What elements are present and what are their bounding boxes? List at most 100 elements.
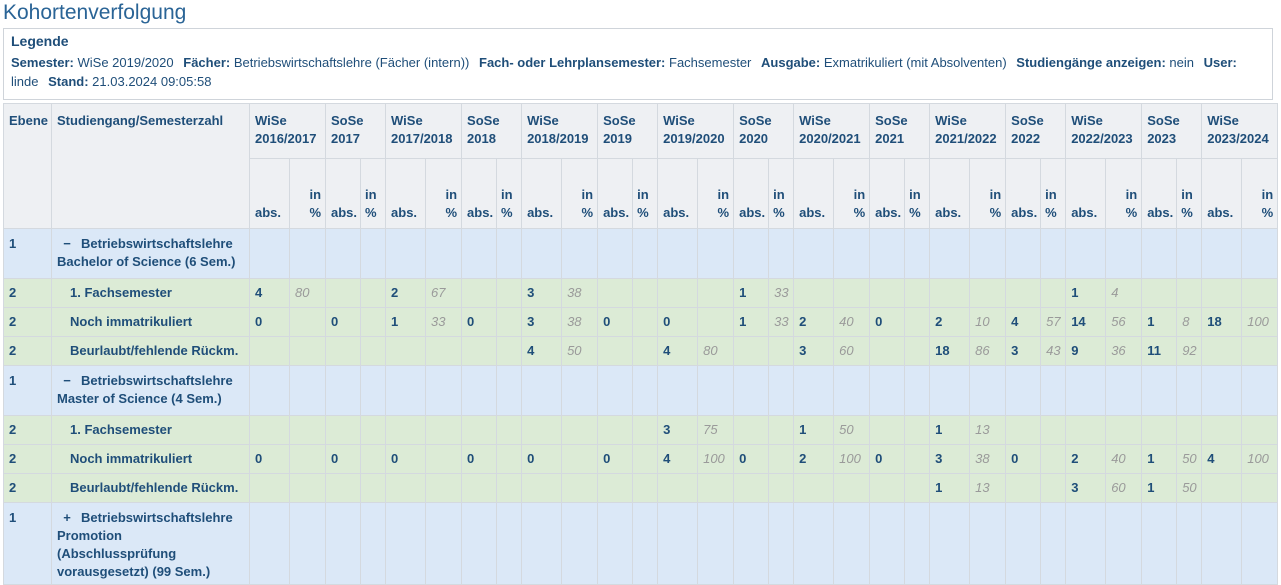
legend-item: Fach- oder Lehrplansemester: Fachsemeste… xyxy=(479,55,751,70)
abs-cell xyxy=(597,336,634,366)
abs-cell xyxy=(249,365,290,416)
row-label: + Betriebswirtschaftslehre Promotion (Abs… xyxy=(51,502,250,585)
abs-cell xyxy=(521,473,563,503)
toggle[interactable]: − xyxy=(63,373,71,388)
label-text: 1. Fachsemester xyxy=(70,422,172,437)
subheader: in % xyxy=(904,158,931,229)
abs-cell: 0 xyxy=(325,444,362,474)
percent-cell xyxy=(561,228,599,279)
percent-cell xyxy=(904,365,931,416)
abs-cell: 0 xyxy=(249,444,290,474)
header-row: Ebene Studiengang/Semesterzahl WiSe 2016/2… xyxy=(3,103,1279,229)
abs-cell xyxy=(1201,502,1243,585)
percent-cell xyxy=(969,502,1007,585)
abs-cell: 0 xyxy=(521,444,563,474)
detail-row: 2 Beurlaubt/fehlende Rückm. 4 50 4 80 3 60 18 86 3… xyxy=(3,336,1279,366)
abs-cell xyxy=(597,502,634,585)
percent-cell: 100 xyxy=(1241,444,1279,474)
percent-cell xyxy=(360,415,387,445)
row-label: 1. Fachsemester xyxy=(51,278,250,308)
abs-cell: 4 xyxy=(657,444,699,474)
toggle[interactable]: + xyxy=(63,510,71,525)
percent-cell xyxy=(1040,228,1067,279)
percent-cell xyxy=(496,307,523,337)
semester-header: SoSe 2020 xyxy=(733,103,795,159)
percent-cell: 50 xyxy=(833,415,871,445)
abs-cell: 1 xyxy=(1141,473,1178,503)
legend-value: 21.03.2024 09:05:58 xyxy=(92,74,212,89)
subheader: abs. xyxy=(325,158,362,229)
percent-cell: 80 xyxy=(697,336,735,366)
percent-cell xyxy=(288,415,327,445)
abs-cell: 4 xyxy=(1005,307,1042,337)
legend: Legende Semester: WiSe 2019/2020 Fächer:… xyxy=(3,28,1273,100)
abs-cell: 3 xyxy=(657,415,699,445)
abs-cell xyxy=(461,415,498,445)
abs-cell: 1 xyxy=(929,473,971,503)
abs-cell: 2 xyxy=(929,307,971,337)
legend-label: Ausgabe: xyxy=(761,55,821,70)
percent-cell xyxy=(697,228,735,279)
abs-cell xyxy=(1201,228,1243,279)
abs-cell xyxy=(869,228,906,279)
percent-cell xyxy=(632,502,659,585)
abs-cell: 1 xyxy=(1141,444,1178,474)
subheader: abs. xyxy=(869,158,906,229)
level: 2 xyxy=(3,415,52,445)
percent-cell xyxy=(768,228,795,279)
percent-cell xyxy=(1105,502,1143,585)
toggle[interactable]: − xyxy=(63,236,71,251)
abs-cell xyxy=(733,228,770,279)
abs-cell xyxy=(1065,502,1107,585)
legend-label: Fach- oder Lehrplansemester: xyxy=(479,55,666,70)
subheader: in % xyxy=(561,158,599,229)
percent-cell: 33 xyxy=(425,307,463,337)
abs-cell xyxy=(929,228,971,279)
abs-cell xyxy=(1201,473,1243,503)
label-text: Beurlaubt/fehlende Rückm. xyxy=(70,480,239,495)
abs-cell xyxy=(1065,415,1107,445)
percent-cell: 40 xyxy=(1105,444,1143,474)
legend-item: User: linde xyxy=(11,55,1237,89)
legend-item: Stand: 21.03.2024 09:05:58 xyxy=(48,74,211,89)
subheader: abs. xyxy=(1065,158,1107,229)
legend-label: Studiengänge anzeigen: xyxy=(1016,55,1166,70)
percent-cell xyxy=(360,473,387,503)
percent-cell xyxy=(288,336,327,366)
percent-cell xyxy=(1040,415,1067,445)
legend-value: Fachsemester xyxy=(669,55,752,70)
abs-cell xyxy=(521,365,563,416)
abs-cell xyxy=(1141,415,1178,445)
percent-cell xyxy=(360,307,387,337)
abs-cell: 1 xyxy=(1065,278,1107,308)
subheader: abs. xyxy=(1005,158,1042,229)
level: 2 xyxy=(3,473,52,503)
abs-cell xyxy=(733,502,770,585)
percent-cell xyxy=(496,228,523,279)
subheader: in % xyxy=(288,158,327,229)
percent-cell xyxy=(632,307,659,337)
percent-cell xyxy=(360,365,387,416)
label-text: Noch immatrikuliert xyxy=(70,314,193,329)
subheader-row: abs. in % abs. in % abs. in % abs. in % abs. in %… xyxy=(4,158,1279,229)
percent-cell xyxy=(768,444,795,474)
level: 2 xyxy=(3,336,52,366)
detail-row: 2 Noch immatrikuliert 0 0 0 0 0 0 4 100 0 2 100 0 3 38 0… xyxy=(3,444,1279,474)
percent-cell: 86 xyxy=(969,336,1007,366)
abs-cell: 1 xyxy=(793,415,835,445)
legend-item: Ausgabe: Exmatrikuliert (mit Absolventen… xyxy=(761,55,1007,70)
abs-cell xyxy=(385,415,427,445)
abs-cell xyxy=(597,228,634,279)
abs-cell: 0 xyxy=(597,444,634,474)
percent-cell: 56 xyxy=(1105,307,1143,337)
semester-header: WiSe 2017/2018 xyxy=(385,103,463,159)
abs-cell xyxy=(461,365,498,416)
semester-header: WiSe 2020/2021 xyxy=(793,103,871,159)
percent-cell: 100 xyxy=(697,444,735,474)
abs-cell xyxy=(657,502,699,585)
abs-cell: 18 xyxy=(929,336,971,366)
abs-cell: 0 xyxy=(249,307,290,337)
abs-cell xyxy=(869,336,906,366)
abs-cell xyxy=(793,365,835,416)
abs-cell xyxy=(869,473,906,503)
